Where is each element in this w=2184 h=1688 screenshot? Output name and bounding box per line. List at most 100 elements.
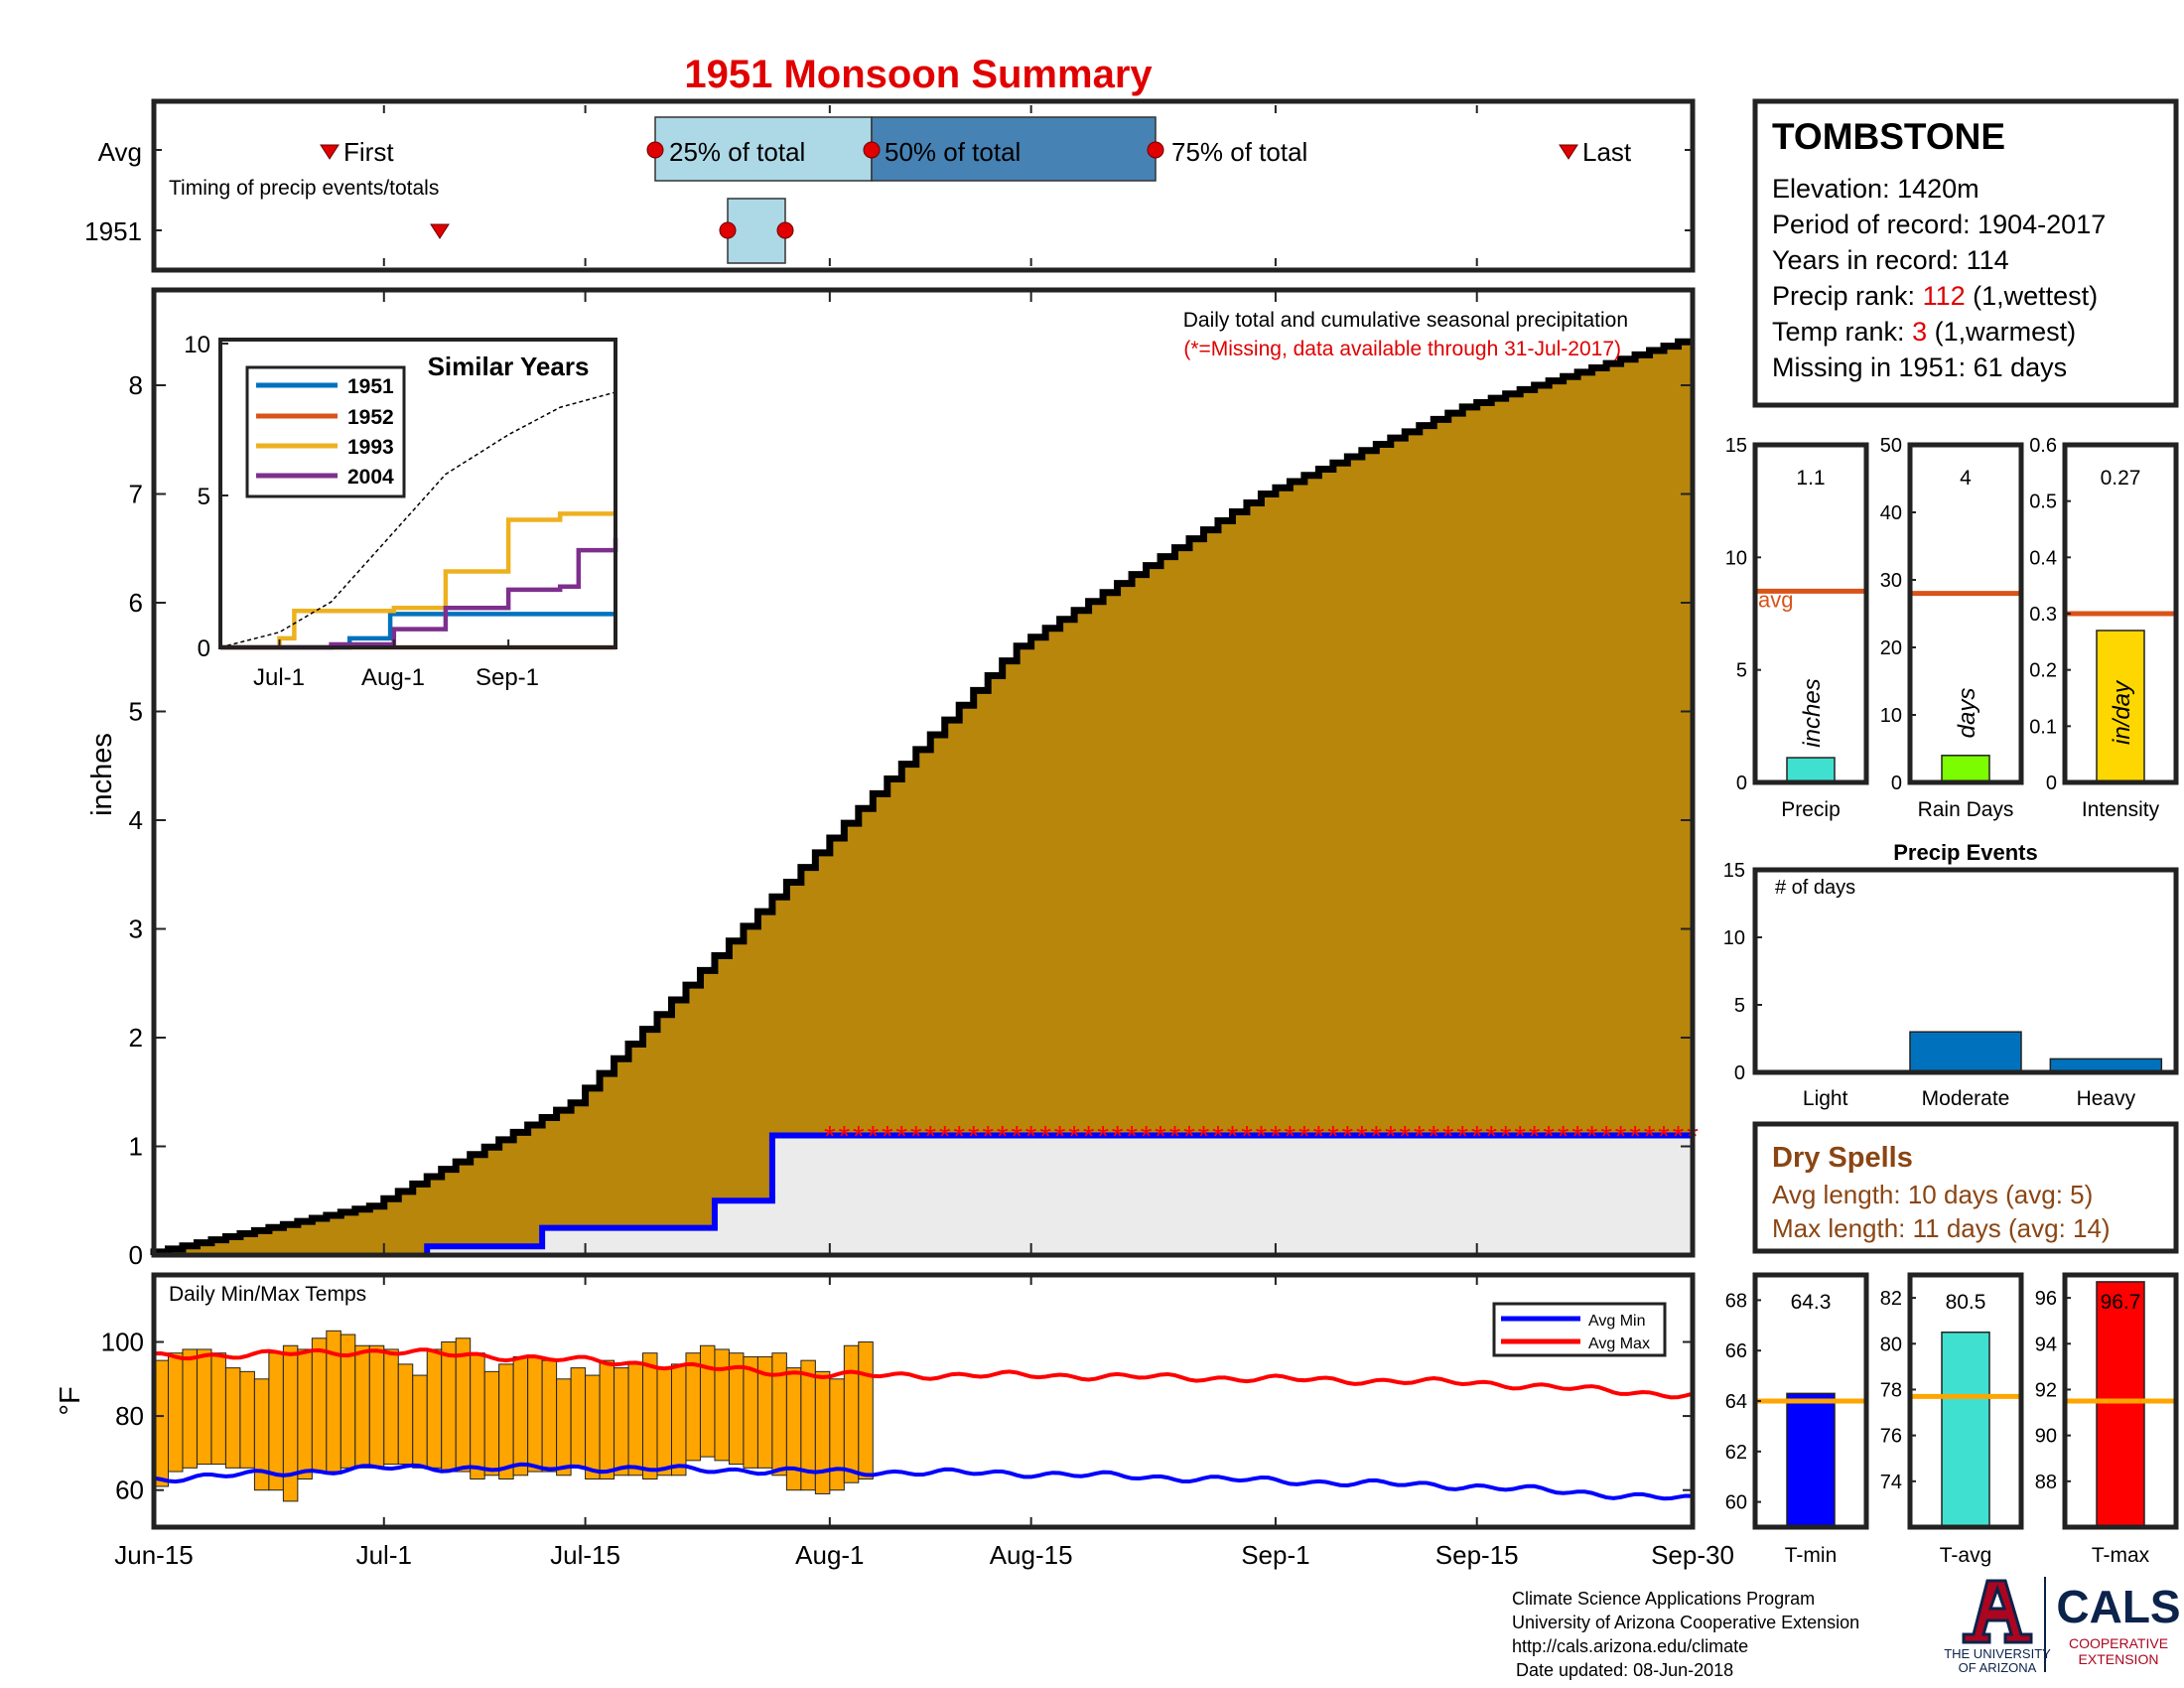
dry-spells-max: Max length: 11 days (avg: 14) <box>1772 1213 2111 1243</box>
missing-marker: * <box>1442 1121 1454 1154</box>
label-rain_days: Rain Days <box>1918 798 2014 821</box>
daily-temp-bar <box>527 1355 543 1473</box>
main-note: (*=Missing, data available through 31-Ju… <box>1183 338 1621 360</box>
legend-1993: 1993 <box>347 436 394 459</box>
ytick-label-intensity-0.4: 0.4 <box>2029 547 2057 569</box>
missing-marker: * <box>1155 1121 1166 1154</box>
missing-marker: * <box>1025 1121 1037 1154</box>
inset-xtick-aug: Aug-1 <box>361 664 425 691</box>
last-event-avg-marker <box>1559 144 1578 160</box>
daily-temp-bar <box>412 1374 428 1469</box>
temp-rank-value: 3 <box>1912 317 1927 347</box>
frame-tavg <box>1907 1272 2024 1530</box>
avg-label-precip: avg <box>1758 587 1793 612</box>
ytick-label-tmin-60: 60 <box>1725 1492 1747 1514</box>
temp-frame <box>151 1272 1696 1530</box>
inset-line-2004 <box>220 537 618 650</box>
footer-line2: University of Arizona Cooperative Extens… <box>1512 1613 1859 1632</box>
main-ytick-label-2: 2 <box>129 1023 143 1053</box>
daily-temp-bar <box>311 1337 328 1473</box>
daily-temp-bar <box>383 1348 399 1466</box>
missing-marker: * <box>1600 1121 1612 1154</box>
ytick-label-tavg-74: 74 <box>1880 1472 1902 1493</box>
timing-frame <box>151 98 1696 273</box>
missing-marker: * <box>939 1121 951 1154</box>
missing-marker: * <box>1212 1121 1224 1154</box>
precip-rank-prefix: Precip rank: <box>1772 281 1923 311</box>
value-tmax: 96.7 <box>2101 1291 2141 1314</box>
missing-marker: * <box>1558 1121 1570 1154</box>
first-event-avg-marker <box>320 144 340 160</box>
events-ytick-label-15: 15 <box>1723 860 1745 882</box>
missing-marker: * <box>882 1121 893 1154</box>
daily-temp-bar <box>210 1352 226 1466</box>
ytick-label-intensity-0.1: 0.1 <box>2029 716 2057 738</box>
event-label-Moderate: Moderate <box>1922 1087 2010 1110</box>
main-ytick-label-0: 0 <box>129 1240 143 1270</box>
legend-2004: 2004 <box>347 466 394 489</box>
label-precip: Precip <box>1781 798 1841 821</box>
ytick-label-rain_days-40: 40 <box>1880 502 1902 524</box>
missing-marker: * <box>1673 1121 1685 1154</box>
ytick-label-precip-10: 10 <box>1725 547 1747 569</box>
inset-xtick-sep: Sep-1 <box>476 664 539 691</box>
daily-temp-bar <box>224 1367 241 1469</box>
missing-marker: * <box>1112 1121 1124 1154</box>
missing-marker: * <box>1658 1121 1670 1154</box>
daily-temp-bar <box>397 1363 414 1466</box>
frame-rain_days <box>1907 442 2024 785</box>
ytick-label-intensity-0.2: 0.2 <box>2029 660 2057 682</box>
events-title: Precip Events <box>1893 840 2038 865</box>
station-frame <box>1752 98 2179 408</box>
label-intensity: Intensity <box>2082 798 2160 821</box>
ytick-label-rain_days-10: 10 <box>1880 705 1902 727</box>
cals-logo-sub2: EXTENSION <box>2079 1651 2159 1667</box>
missing-marker: * <box>867 1121 879 1154</box>
missing-marker: * <box>824 1121 836 1154</box>
value-rain_days: 4 <box>1960 467 1972 490</box>
missing-marker: * <box>1285 1121 1297 1154</box>
temp-rank-prefix: Temp rank: <box>1772 317 1912 347</box>
observed-1951-area <box>427 1135 1693 1255</box>
missing-marker: * <box>1500 1121 1512 1154</box>
event-label-Light: Light <box>1803 1087 1848 1110</box>
main-ytick-label-4: 4 <box>129 805 143 835</box>
main-ytick-label-8: 8 <box>129 370 143 400</box>
missing-marker: * <box>982 1121 994 1154</box>
timing-avg-quartile2 <box>871 116 1157 182</box>
missing-marker: * <box>1083 1121 1095 1154</box>
timing-panel: Avg 1951 Timing of precip events/totals … <box>84 98 1696 273</box>
ytick-label-tmin-68: 68 <box>1725 1290 1747 1312</box>
cals-logo-sub1: COOPERATIVE <box>2069 1635 2168 1651</box>
daily-temp-bar <box>858 1341 874 1480</box>
xtick-label-Jun-15: Jun-15 <box>114 1540 194 1570</box>
daily-temp-bar <box>614 1367 629 1477</box>
ua-logo-line1: THE UNIVERSITY <box>1944 1646 2051 1661</box>
chart-title: 1951 Monsoon Summary <box>684 53 1153 96</box>
missing-marker: * <box>1571 1121 1583 1154</box>
precip-rank-value: 112 <box>1923 281 1966 311</box>
p75-avg-marker <box>1147 141 1164 159</box>
daily-temp-bar <box>541 1359 558 1473</box>
p25-label: 25% of total <box>669 137 805 167</box>
daily-temp-bar <box>512 1355 529 1477</box>
p75-label: 75% of total <box>1171 137 1307 167</box>
main-title: Daily total and cumulative seasonal prec… <box>1183 309 1628 332</box>
ytick-label-tavg-82: 82 <box>1880 1288 1902 1310</box>
missing-marker: * <box>1471 1121 1483 1154</box>
main-ytick-label-1: 1 <box>129 1132 143 1162</box>
main-frame <box>151 287 1696 1258</box>
bar-tmin <box>1786 1392 1836 1528</box>
main-ytick-label-3: 3 <box>129 914 143 944</box>
missing-marker: * <box>1514 1121 1526 1154</box>
main-precip-panel: * * * * * * * * * * * * * * * * * * * * * * * * * * * * * * * * * * * * * * * *… <box>86 287 1699 1270</box>
ytick-label-intensity-0: 0 <box>2046 773 2057 794</box>
inset-line-1993 <box>220 511 615 650</box>
station-temp-rank: Temp rank: 3 (1,warmest) <box>1772 317 2076 347</box>
missing-marker: * <box>1169 1121 1181 1154</box>
missing-marker: * <box>1241 1121 1253 1154</box>
legend-avg-min: Avg Min <box>1588 1313 1646 1330</box>
cals-logo-text: CALS <box>2056 1581 2180 1632</box>
label-tmax: T-max <box>2092 1544 2150 1567</box>
